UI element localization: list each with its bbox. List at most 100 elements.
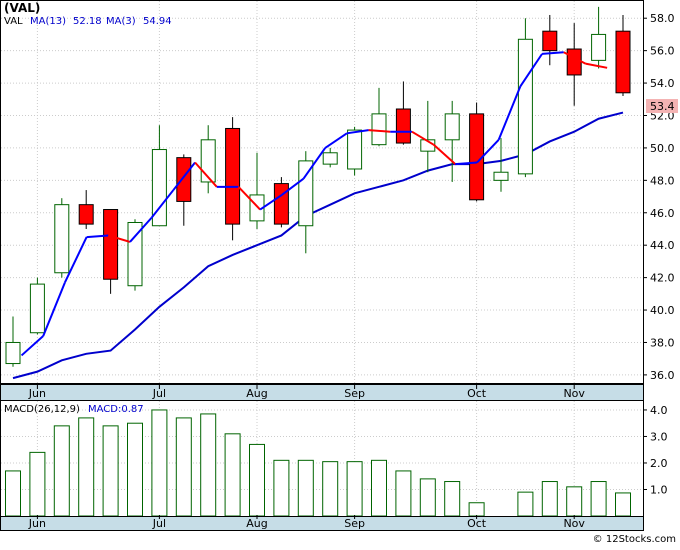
last-price-badge	[646, 99, 678, 113]
price-tick-label: 44.0	[650, 239, 675, 252]
candle	[273, 177, 289, 228]
macd-bar	[297, 459, 314, 517]
price-tick-label: 36.0	[650, 369, 675, 382]
month-strip-top	[0, 384, 644, 401]
candle-body-up	[322, 152, 338, 165]
candle	[322, 147, 338, 168]
macd-bar	[444, 481, 461, 517]
ma3-segment-up	[519, 53, 543, 87]
candle-body-up	[5, 341, 21, 365]
month-label: Oct	[467, 387, 487, 400]
macd-bar	[127, 422, 143, 517]
last-price-text: 53.4	[650, 100, 675, 113]
ma3-segment-up	[541, 51, 564, 55]
ma3-segment-down	[432, 143, 456, 165]
macd-bar	[224, 433, 241, 517]
candle	[591, 6, 607, 69]
price-tick-label: 46.0	[650, 207, 675, 220]
macd-bar	[5, 470, 21, 517]
macd-bar	[468, 502, 485, 517]
candle	[469, 102, 485, 202]
candle	[395, 81, 411, 145]
candle	[78, 190, 94, 229]
price-tick-label: 48.0	[650, 174, 675, 187]
macd-bar	[102, 425, 119, 517]
macd-tick-label: 2.0	[650, 457, 668, 470]
macd-bar	[346, 461, 363, 517]
candle-body-up	[29, 283, 45, 334]
macd-label: MACD(26,12,9)	[4, 404, 80, 415]
candle-body-up	[591, 33, 607, 61]
price-tick-label: 56.0	[650, 45, 675, 58]
macd-bar	[151, 409, 168, 517]
ma13-label: MA(13)	[30, 16, 66, 27]
ma3-segment-down	[108, 234, 131, 243]
month-label: Oct	[467, 517, 487, 530]
macd-bar	[78, 417, 95, 517]
candle	[29, 277, 45, 335]
ma3-label: MA(3)	[106, 16, 136, 27]
candle-body-down	[225, 127, 241, 225]
candle-body-up	[54, 204, 70, 274]
ma3-segment-up	[129, 216, 153, 243]
macd-bar	[541, 481, 558, 517]
ma3-segment-up	[324, 132, 348, 149]
month-label: Sep	[344, 387, 365, 400]
ma3-segment-up	[259, 194, 283, 211]
series-name-label: VAL	[4, 16, 23, 27]
macd-bar	[200, 413, 217, 517]
macd-tick-label: 1.0	[650, 483, 668, 496]
ma3-segment-up	[86, 234, 109, 239]
candle-body-up	[200, 139, 216, 183]
ma3-segment-up	[346, 129, 369, 135]
ma3-segment-down	[563, 51, 586, 65]
macd-bar	[590, 481, 607, 517]
ma3-segment-up	[172, 161, 196, 191]
macd-bar	[566, 486, 583, 517]
macd-bar	[175, 417, 192, 517]
macd-bar	[273, 459, 290, 517]
month-label: Jul	[152, 517, 166, 530]
candle-body-down	[103, 209, 119, 280]
price-tick-label: 50.0	[650, 142, 675, 155]
ma3-segment-up	[150, 189, 175, 219]
candle-body-up	[347, 129, 363, 170]
macd-tick-label: 3.0	[650, 430, 668, 443]
macd-value-label: MACD:0.87	[88, 404, 144, 415]
candle	[615, 14, 631, 97]
ma3-segment-down	[411, 130, 435, 146]
ma3-segment-up	[302, 147, 327, 180]
ma3-segment-up	[42, 282, 66, 337]
candle	[371, 87, 387, 147]
candle-body-up	[298, 160, 314, 227]
candle	[103, 209, 119, 294]
month-label: Nov	[563, 517, 585, 530]
candle	[347, 126, 363, 176]
candle-body-up	[517, 38, 533, 175]
candle-body-down	[395, 108, 411, 144]
price-tick-label: 40.0	[650, 304, 675, 317]
macd-bar	[249, 443, 265, 517]
ma3-segment-down	[368, 129, 391, 133]
candle	[517, 18, 533, 178]
month-label: Sep	[344, 517, 365, 530]
price-tick-label: 38.0	[650, 336, 675, 349]
ma3-value: 54.94	[143, 16, 172, 27]
ma13-value: 52.18	[73, 16, 102, 27]
candle	[493, 138, 509, 192]
macd-bar	[395, 470, 412, 517]
candle-body-down	[78, 204, 94, 225]
month-strip-bottom	[0, 516, 644, 531]
candle	[5, 316, 21, 367]
candle-body-up	[151, 149, 167, 227]
macd-bar	[419, 478, 436, 517]
candle-body-up	[371, 113, 387, 146]
candle-body-up	[127, 221, 143, 287]
macd-axis: 1.0 2.0 3.0 4.0	[643, 404, 668, 496]
price-tick-label: 58.0	[650, 12, 675, 25]
month-label: Aug	[246, 517, 267, 530]
candle-body-down	[273, 183, 289, 225]
macd-bar	[517, 491, 534, 517]
candle	[542, 14, 558, 66]
